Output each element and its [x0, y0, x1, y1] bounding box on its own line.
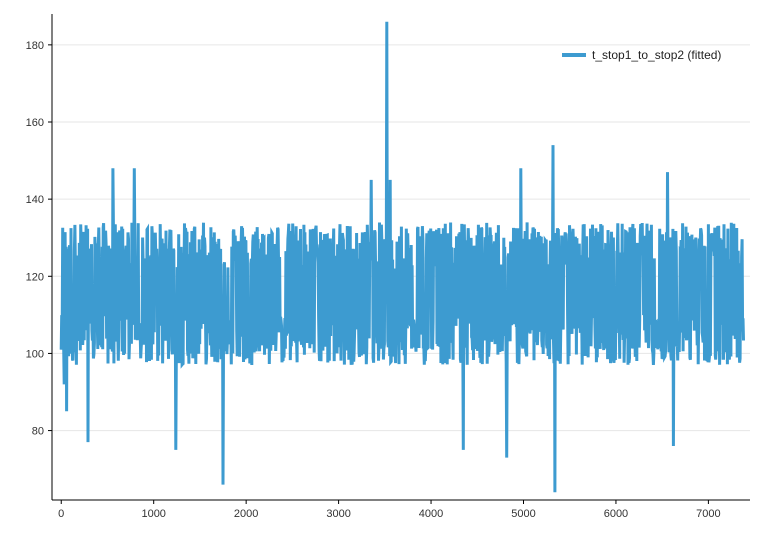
x-tick-label-1000: 1000 — [141, 508, 165, 520]
x-tick-label-0: 0 — [58, 508, 64, 520]
y-tick-label-80: 80 — [32, 426, 44, 438]
series-area — [59, 21, 745, 493]
axes: 80 100 120 140 160 180 0 1000 2000 3000 4000 5000 60… — [26, 14, 750, 520]
y-tick-label-140: 140 — [26, 194, 44, 206]
x-tick-label-2000: 2000 — [234, 508, 258, 520]
x-tick-label-5000: 5000 — [511, 508, 535, 520]
y-tick-label-100: 100 — [26, 348, 44, 360]
x-tick-label-7000: 7000 — [696, 508, 720, 520]
y-tick-label-180: 180 — [26, 40, 44, 52]
legend-label: t_stop1_to_stop2 (fitted) — [592, 48, 721, 62]
y-tick-label-120: 120 — [26, 271, 44, 283]
y-tick-label-160: 160 — [26, 117, 44, 129]
series-line — [59, 21, 745, 493]
x-tick-label-4000: 4000 — [419, 508, 443, 520]
x-tick-label-6000: 6000 — [604, 508, 628, 520]
legend: t_stop1_to_stop2 (fitted) — [562, 48, 721, 62]
x-tick-label-3000: 3000 — [326, 508, 350, 520]
